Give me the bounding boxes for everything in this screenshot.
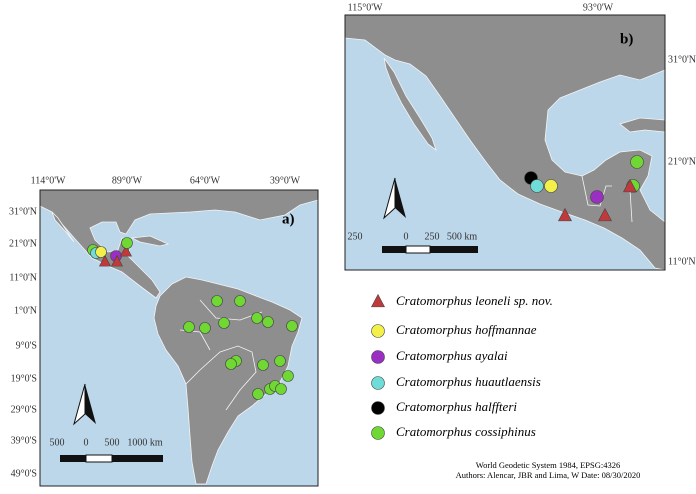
occurrence xyxy=(598,207,612,222)
occurrence xyxy=(95,246,107,258)
lat-label: 1°0'N xyxy=(14,305,37,316)
legend-label: Cratomorphus cossiphinus xyxy=(396,424,536,439)
lon-label: 93°0'W xyxy=(583,2,614,13)
occurrence xyxy=(120,245,132,257)
lat-label: 21°0'N xyxy=(668,156,696,167)
lon-label: 64°0'W xyxy=(190,175,221,186)
legend-marker xyxy=(371,401,385,415)
lat-label: 31°0'N xyxy=(668,54,696,65)
legend-marker xyxy=(371,376,385,390)
legend-marker xyxy=(371,324,385,338)
lon-label: 115°0'W xyxy=(348,2,383,13)
credit: World Geodetic System 1984, EPSG:4326 xyxy=(476,460,621,470)
occurrence xyxy=(225,358,237,370)
occurrence xyxy=(282,370,294,382)
baja xyxy=(51,211,75,243)
legend-label: Cratomorphus ayalai xyxy=(396,348,508,363)
legend-label: Cratomorphus hoffmannae xyxy=(396,322,537,337)
scale-label: 0 xyxy=(404,231,409,242)
occurrence xyxy=(234,295,246,307)
scale-label: 0 xyxy=(84,437,89,448)
map-b: b) xyxy=(344,14,666,271)
occurrence xyxy=(121,237,133,249)
legend-label: Cratomorphus huautlaensis xyxy=(396,374,541,389)
lon-label: 39°0'W xyxy=(270,175,301,186)
occurrence xyxy=(286,320,298,332)
occurrence xyxy=(211,295,223,307)
lat-label: 9°0'S xyxy=(16,340,37,351)
occurrence xyxy=(274,355,286,367)
lat-label: 19°0'S xyxy=(11,373,37,384)
baja xyxy=(383,57,437,152)
cuba xyxy=(130,235,170,247)
frame xyxy=(344,14,666,271)
borders xyxy=(581,175,633,223)
occurrence xyxy=(99,255,111,267)
lat-label: 29°0'S xyxy=(11,404,37,415)
legend-marker xyxy=(371,293,385,308)
occurrence xyxy=(257,359,269,371)
scale-label: 500 xyxy=(50,437,65,448)
lat-label: 11°0'N xyxy=(9,272,37,283)
lon-label: 114°0'W xyxy=(31,175,66,186)
scale-label: 250 xyxy=(425,231,440,242)
credit: Authors: Alencar, JBR and Lima, W Date: … xyxy=(456,470,641,480)
occurrence xyxy=(252,388,264,400)
panel-label: a) xyxy=(282,211,295,227)
occurrence xyxy=(623,178,637,193)
lat-label: 49°0'S xyxy=(11,468,37,479)
scale-label: 250 xyxy=(348,231,363,242)
lat-label: 39°0'S xyxy=(11,435,37,446)
scale-label: 500 km xyxy=(447,231,478,242)
occurrence xyxy=(251,312,263,324)
scale-bar xyxy=(382,245,478,254)
map-a: a) xyxy=(39,189,319,487)
legend-marker xyxy=(371,350,385,364)
scale-bar xyxy=(60,454,163,463)
scale-label: 500 xyxy=(105,437,120,448)
scale-label: 1000 km xyxy=(127,437,163,448)
occurrence xyxy=(630,155,644,169)
occurrence xyxy=(218,317,230,329)
legend-marker xyxy=(371,426,385,440)
occurrence xyxy=(262,316,274,328)
north-arrow xyxy=(395,178,406,218)
occurrence xyxy=(590,190,604,204)
occurrence xyxy=(544,179,558,193)
north-arrow xyxy=(85,384,96,424)
legend-label: Cratomorphus halffteri xyxy=(396,399,517,414)
occurrence xyxy=(111,255,123,267)
legend-label: Cratomorphus leoneli sp. nov. xyxy=(396,293,553,308)
frame xyxy=(39,189,319,487)
lat-label: 31°0'N xyxy=(9,206,37,217)
occurrence xyxy=(530,179,544,193)
panel-label: b) xyxy=(620,31,633,47)
lon-label: 89°0'W xyxy=(112,175,143,186)
occurrence xyxy=(199,322,211,334)
lat-label: 21°0'N xyxy=(9,238,37,249)
occurrence xyxy=(183,321,195,333)
occurrence xyxy=(275,383,287,395)
occurrence xyxy=(558,207,572,222)
lat-label: 11°0'N xyxy=(668,256,696,267)
